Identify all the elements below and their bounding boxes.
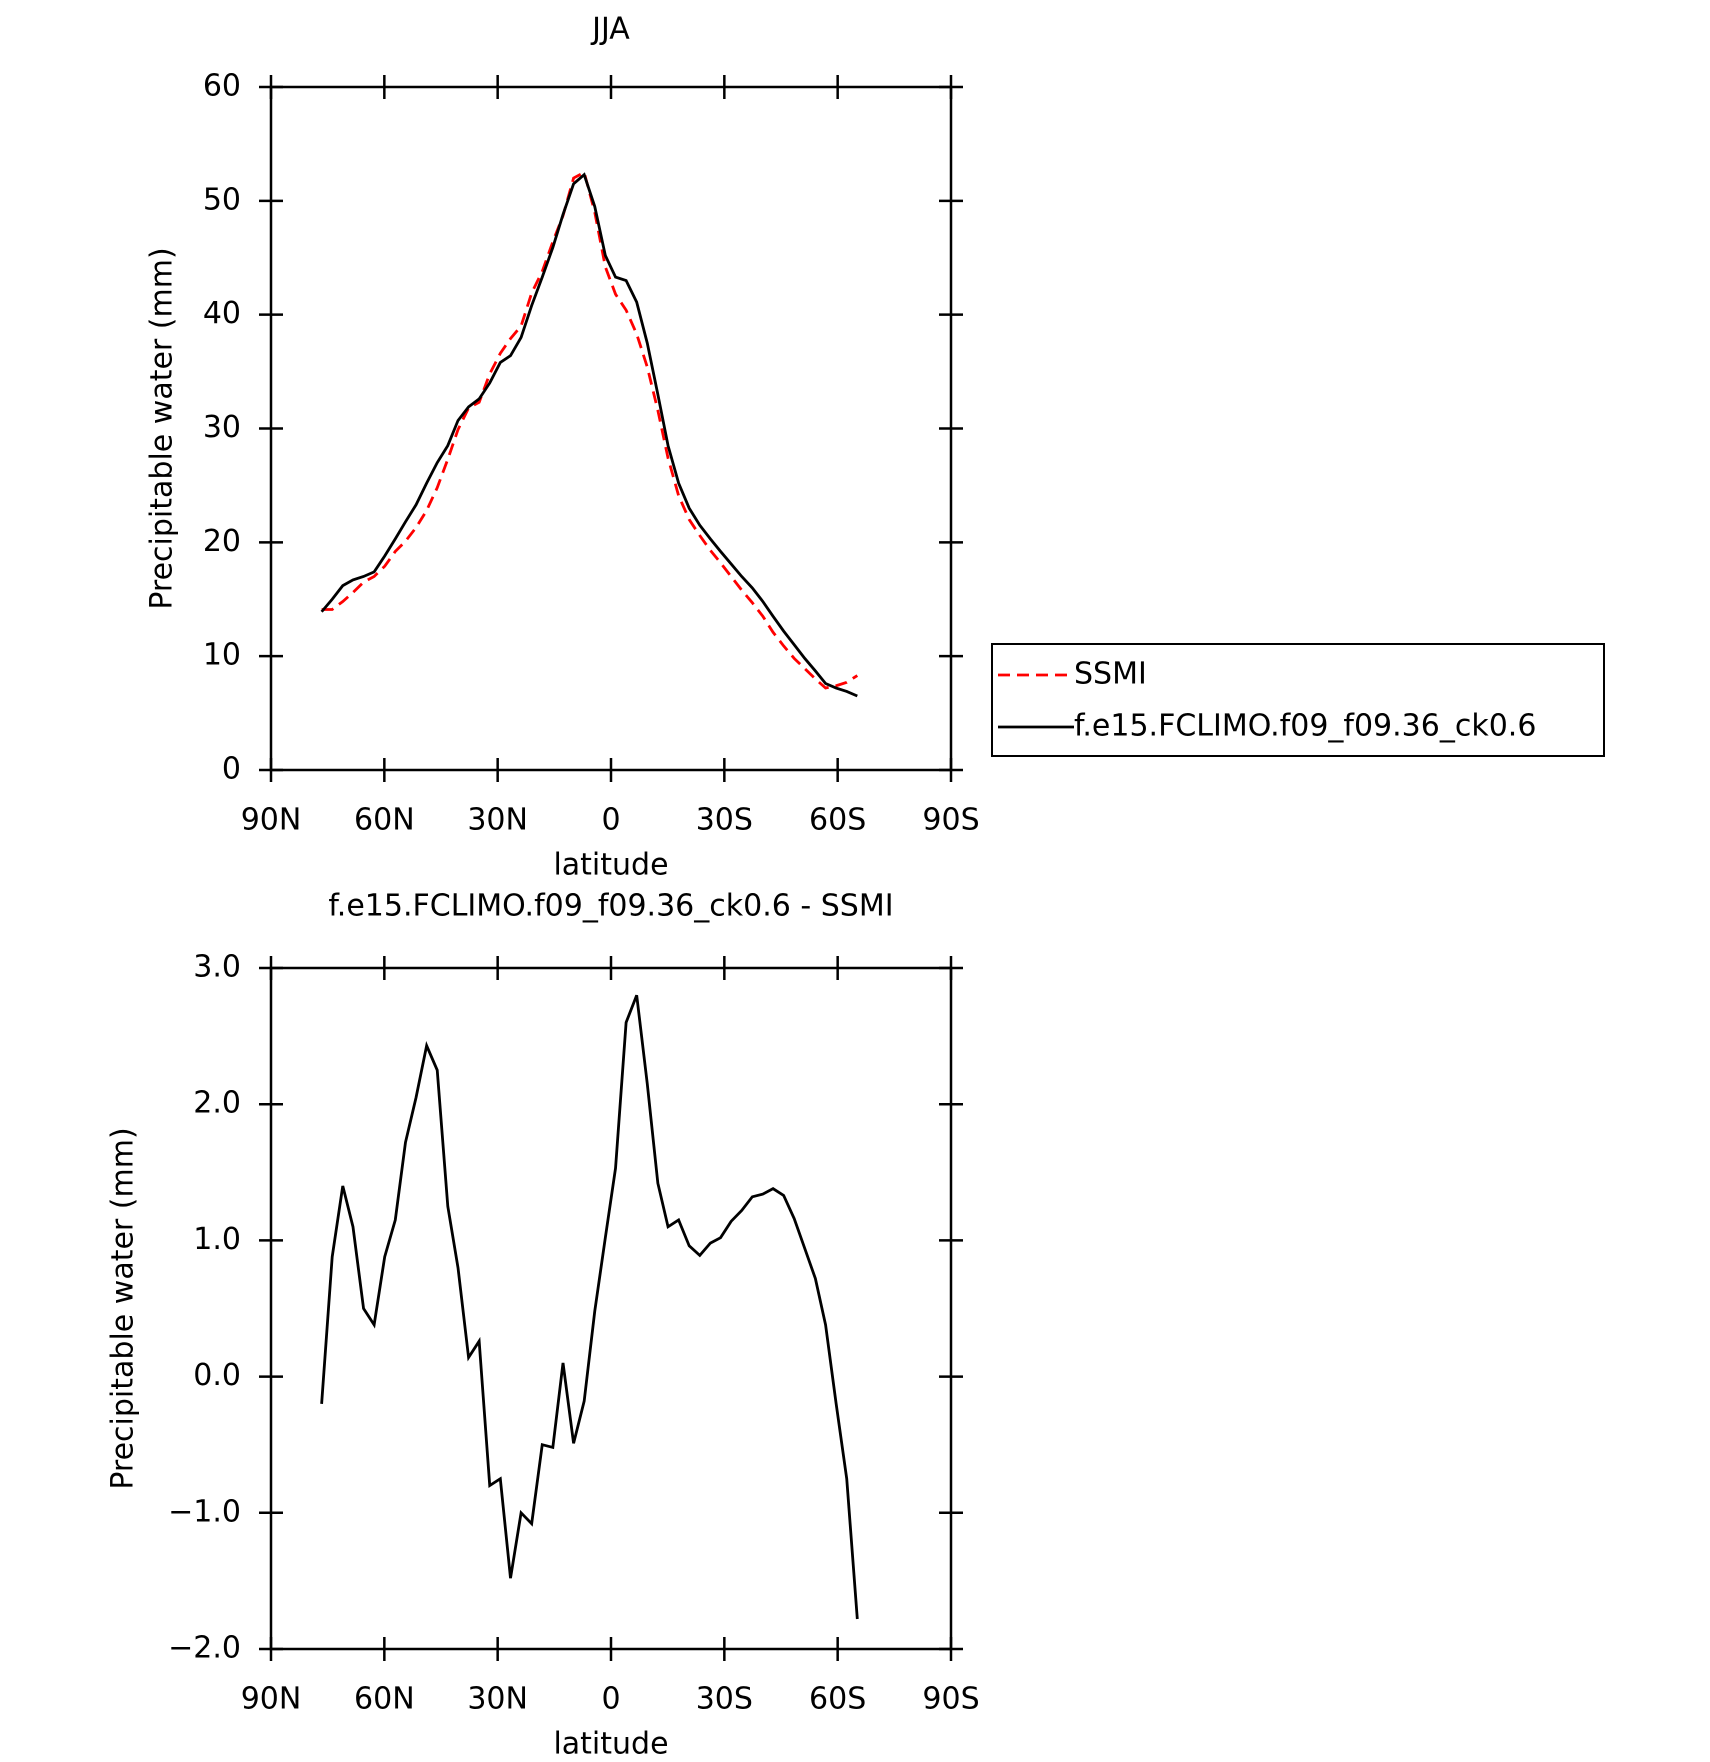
y-tick-label: 2.0	[193, 1086, 241, 1121]
x-tick-label: 0	[601, 1682, 620, 1717]
x-axis-label: latitude	[553, 848, 668, 883]
plot-frame	[269, 966, 953, 1651]
x-tick-label: 60S	[809, 803, 866, 838]
y-tick-label: 50	[203, 182, 241, 217]
x-tick-label: 0	[601, 803, 620, 838]
y-tick-label: 1.0	[193, 1222, 241, 1257]
x-tick-label: 60N	[354, 803, 415, 838]
y-tick-label: 30	[203, 410, 241, 445]
y-axis-label: Precipitable water (mm)	[106, 1127, 141, 1489]
y-tick-label: 40	[203, 296, 241, 331]
y-tick-label: 10	[203, 638, 241, 673]
x-tick-label: 90S	[922, 1682, 979, 1717]
chart-title: f.e15.FCLIMO.f09_f09.36_ck0.6 - SSMI	[328, 889, 893, 924]
x-tick-label: 60S	[809, 1682, 866, 1717]
x-axis-label: latitude	[553, 1727, 668, 1762]
x-tick-label: 30S	[696, 803, 753, 838]
x-tick-label: 30N	[467, 803, 528, 838]
y-tick-label: 0	[222, 752, 241, 787]
x-tick-label: 60N	[354, 1682, 415, 1717]
y-tick-label: 3.0	[193, 950, 241, 985]
data-line	[320, 172, 858, 698]
x-tick-label: 30S	[696, 1682, 753, 1717]
y-axis-label: Precipitable water (mm)	[145, 247, 180, 609]
legend-label: SSMI	[1074, 657, 1147, 692]
legend-label: f.e15.FCLIMO.f09_f09.36_ck0.6	[1074, 709, 1536, 744]
y-tick-label: 20	[203, 524, 241, 559]
y-tick-label: 0.0	[193, 1358, 241, 1393]
x-tick-label: 30N	[467, 1682, 528, 1717]
data-line	[320, 994, 859, 1620]
x-tick-label: 90N	[241, 1682, 302, 1717]
y-tick-label: −2.0	[168, 1631, 241, 1666]
y-tick-label: 60	[203, 69, 241, 104]
plot-frame	[269, 85, 953, 772]
chart-title: JJA	[590, 12, 630, 47]
y-tick-label: −1.0	[168, 1494, 241, 1529]
x-tick-label: 90N	[241, 803, 302, 838]
legend-box	[991, 643, 1605, 757]
data-line	[321, 170, 859, 690]
x-tick-label: 90S	[922, 803, 979, 838]
